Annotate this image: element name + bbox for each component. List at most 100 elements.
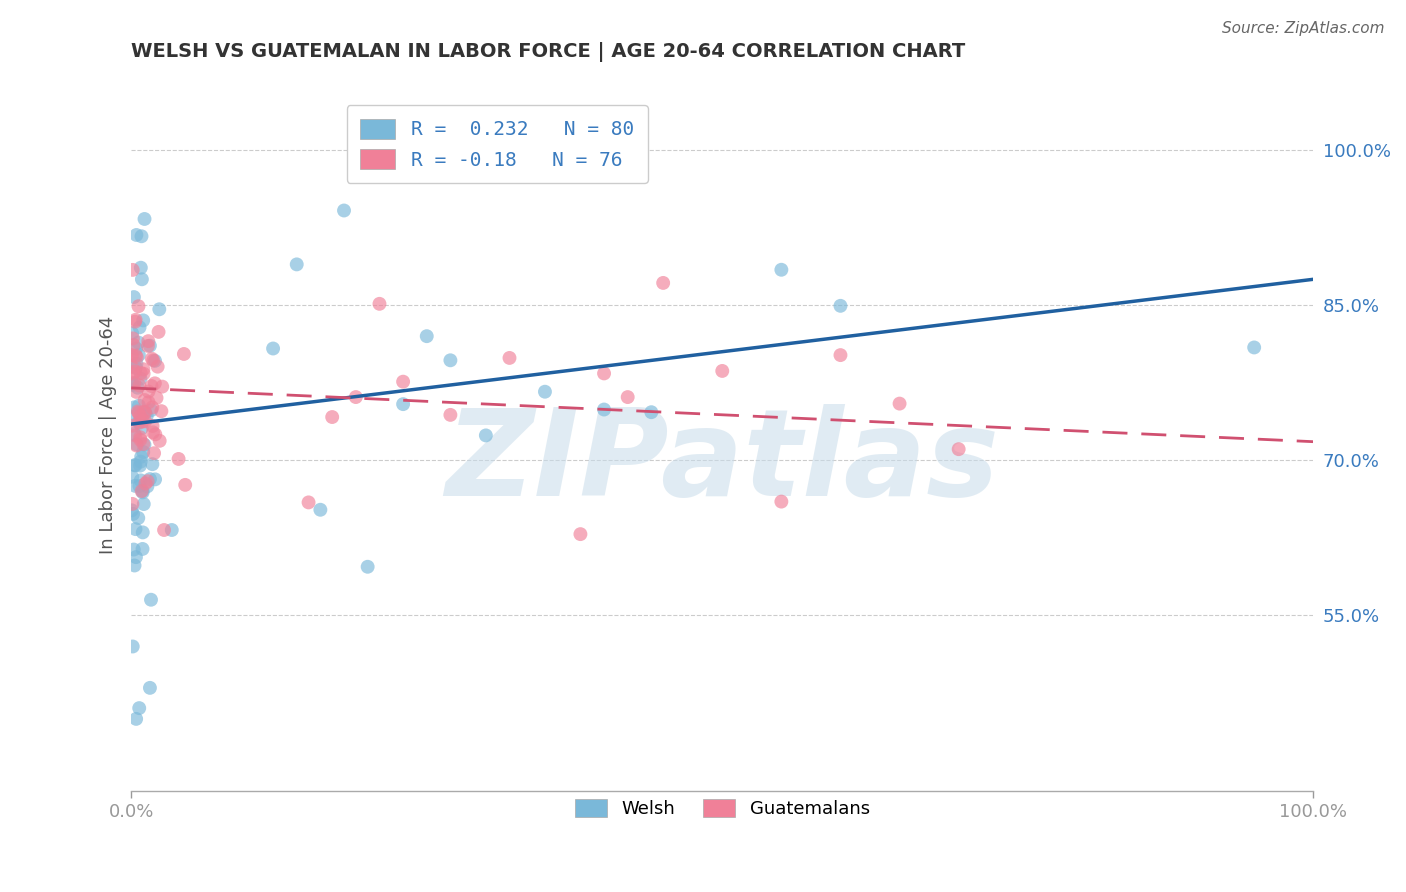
Point: [149, 434, 172, 448]
Point: [122, 338, 145, 352]
Point: [134, 476, 156, 491]
Point: [148, 325, 170, 339]
Point: [297, 495, 319, 509]
Point: [134, 438, 156, 452]
Y-axis label: In Labor Force | Age 20-64: In Labor Force | Age 20-64: [100, 315, 117, 554]
Point: [121, 640, 143, 654]
Point: [132, 497, 155, 511]
Point: [139, 592, 162, 607]
Point: [124, 315, 146, 329]
Point: [770, 262, 793, 277]
Point: [593, 402, 616, 417]
Point: [132, 525, 155, 540]
Point: [128, 399, 150, 413]
Point: [131, 483, 153, 498]
Point: [138, 395, 160, 409]
Point: [122, 507, 145, 521]
Point: [122, 367, 145, 381]
Point: [1243, 341, 1265, 355]
Point: [616, 390, 638, 404]
Point: [121, 376, 143, 391]
Point: [141, 457, 163, 471]
Point: [129, 430, 152, 444]
Point: [132, 445, 155, 459]
Point: [124, 376, 146, 390]
Point: [134, 405, 156, 419]
Point: [146, 359, 169, 374]
Point: [128, 701, 150, 715]
Point: [132, 362, 155, 376]
Text: WELSH VS GUATEMALAN IN LABOR FORCE | AGE 20-64 CORRELATION CHART: WELSH VS GUATEMALAN IN LABOR FORCE | AGE…: [131, 42, 966, 62]
Point: [124, 479, 146, 493]
Point: [125, 227, 148, 242]
Point: [475, 428, 498, 442]
Point: [136, 339, 159, 353]
Point: [368, 297, 391, 311]
Point: [139, 472, 162, 486]
Point: [141, 403, 163, 417]
Point: [141, 379, 163, 393]
Point: [129, 455, 152, 469]
Point: [148, 302, 170, 317]
Point: [131, 272, 153, 286]
Point: [129, 366, 152, 380]
Point: [129, 371, 152, 385]
Point: [124, 558, 146, 573]
Point: [141, 351, 163, 366]
Point: [136, 334, 159, 348]
Point: [125, 437, 148, 451]
Point: [132, 437, 155, 451]
Point: [127, 404, 149, 418]
Point: [131, 485, 153, 500]
Point: [141, 419, 163, 434]
Point: [127, 381, 149, 395]
Point: [569, 527, 592, 541]
Point: [129, 412, 152, 426]
Point: [129, 409, 152, 423]
Point: [129, 433, 152, 447]
Point: [309, 502, 332, 516]
Point: [121, 377, 143, 392]
Point: [125, 342, 148, 356]
Point: [127, 511, 149, 525]
Point: [416, 329, 439, 343]
Point: [125, 350, 148, 364]
Point: [135, 409, 157, 423]
Point: [127, 335, 149, 350]
Point: [167, 452, 190, 467]
Point: [652, 276, 675, 290]
Point: [132, 313, 155, 327]
Point: [830, 348, 852, 362]
Point: [145, 391, 167, 405]
Point: [125, 550, 148, 565]
Point: [128, 320, 150, 334]
Point: [134, 211, 156, 226]
Point: [122, 401, 145, 415]
Point: [121, 503, 143, 517]
Legend: Welsh, Guatemalans: Welsh, Guatemalans: [568, 791, 877, 825]
Point: [143, 427, 166, 442]
Point: [136, 475, 159, 489]
Point: [124, 458, 146, 473]
Text: Source: ZipAtlas.com: Source: ZipAtlas.com: [1222, 21, 1385, 37]
Point: [128, 416, 150, 430]
Point: [132, 414, 155, 428]
Point: [143, 446, 166, 460]
Point: [121, 326, 143, 341]
Point: [139, 681, 162, 695]
Point: [128, 406, 150, 420]
Point: [770, 494, 793, 508]
Point: [139, 339, 162, 353]
Point: [948, 442, 970, 457]
Point: [593, 367, 616, 381]
Point: [174, 478, 197, 492]
Point: [344, 390, 367, 404]
Point: [124, 312, 146, 326]
Text: ZIPatlas: ZIPatlas: [446, 404, 1000, 522]
Point: [122, 290, 145, 304]
Point: [143, 376, 166, 391]
Point: [134, 393, 156, 408]
Point: [356, 559, 378, 574]
Point: [134, 405, 156, 419]
Point: [173, 347, 195, 361]
